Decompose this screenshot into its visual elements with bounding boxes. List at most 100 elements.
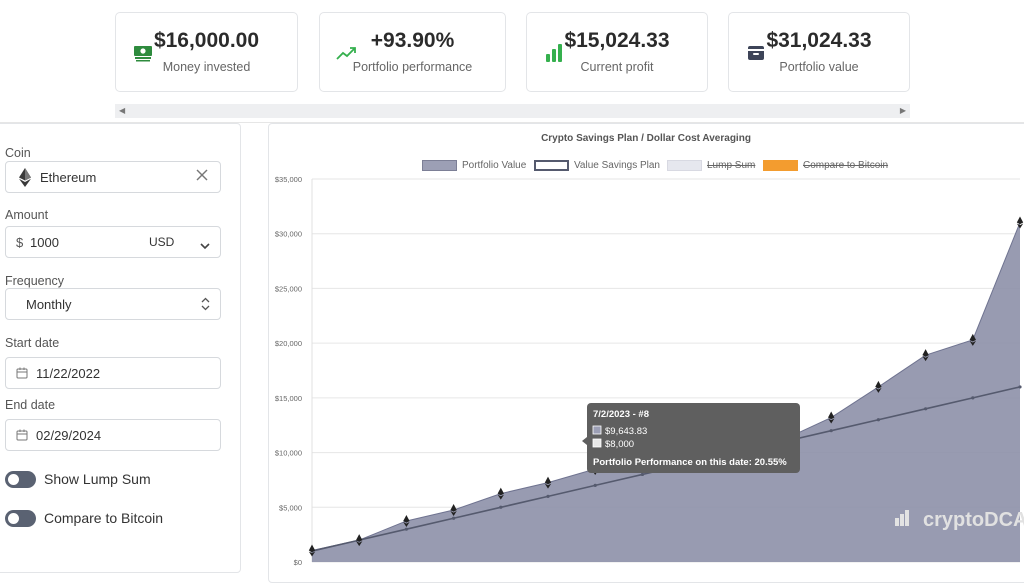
- savings-plan-point: [640, 472, 644, 477]
- scroll-left-icon[interactable]: ◀: [119, 106, 126, 115]
- eth-glyph-top: [544, 476, 552, 485]
- portfolio-point-eth-icon: [1016, 216, 1024, 229]
- savings-plan-point: [924, 407, 928, 411]
- eth-glyph-top: [356, 534, 363, 542]
- stat-card-portfolio-value: $31,024.33 Portfolio value: [728, 12, 910, 92]
- eth-glyph-bottom: [922, 356, 929, 362]
- portfolio-point-eth-icon: [403, 514, 410, 527]
- stat-label: Portfolio performance: [352, 60, 473, 74]
- tooltip-swatch-portfolio: [592, 425, 602, 435]
- frequency-select[interactable]: Monthly: [5, 288, 221, 320]
- chart-title: Crypto Savings Plan / Dollar Cost Averag…: [541, 133, 751, 144]
- legend-label: Value Savings Plan: [574, 160, 660, 171]
- y-tick-label: $15,000: [275, 394, 302, 403]
- settings-panel: Coin Ethereum Amount $ 1000 USD Frequenc…: [0, 123, 241, 573]
- bitcoin-compare-toggle[interactable]: [5, 510, 36, 527]
- chart-plot: $0 $5,000 $10,000 $15,000 $20,000 $25,000 $30,…: [275, 175, 1024, 567]
- portfolio-point-eth-icon: [922, 349, 929, 362]
- chevron-updown-icon[interactable]: [201, 297, 210, 314]
- eth-glyph-top: [922, 349, 929, 357]
- y-tick-label: $0: [294, 558, 302, 567]
- eth-glyph-top: [828, 411, 835, 420]
- currency-symbol: $: [16, 235, 24, 250]
- eth-glyph-bottom: [403, 521, 410, 527]
- savings-plan-point: [593, 483, 597, 487]
- eth-glyph-bottom: [308, 551, 316, 557]
- stat-value: $15,024.33: [564, 29, 670, 52]
- y-tick-label: $20,000: [275, 339, 302, 348]
- eth-glyph-top: [875, 380, 882, 389]
- legend-value-savings-plan[interactable]: Value Savings Plan: [534, 160, 660, 171]
- portfolio-point-eth-icon: [875, 380, 882, 393]
- start-date-value: 11/22/2022: [36, 366, 101, 381]
- eth-glyph-bottom: [497, 494, 504, 500]
- portfolio-point-eth-icon: [308, 544, 316, 557]
- calendar-icon: [16, 429, 28, 444]
- legend-label: Portfolio Value: [462, 160, 527, 171]
- chart-panel: Crypto Savings Plan / Dollar Cost Averag…: [268, 123, 1024, 583]
- legend-label: Compare to Bitcoin: [803, 160, 889, 171]
- savings-plan-point: [829, 429, 833, 433]
- coin-value: Ethereum: [40, 170, 97, 185]
- eth-glyph-bottom: [969, 340, 976, 346]
- legend-portfolio-value[interactable]: Portfolio Value: [422, 160, 526, 171]
- portfolio-point-eth-icon: [450, 504, 457, 517]
- tooltip-savings-value: $8,000: [605, 439, 634, 450]
- y-tick-label: $10,000: [275, 449, 302, 458]
- savings-plan-point: [971, 396, 975, 400]
- legend-swatch: [763, 160, 798, 171]
- end-date-input[interactable]: 02/29/2024: [5, 419, 221, 451]
- legend-swatch: [667, 160, 702, 171]
- end-date-value: 02/29/2024: [36, 428, 102, 443]
- legend-compare-bitcoin[interactable]: Compare to Bitcoin: [763, 160, 888, 171]
- toggle-knob: [8, 513, 19, 524]
- tooltip-swatch-savings: [592, 438, 602, 448]
- start-date-label: Start date: [5, 336, 60, 350]
- y-tick-label: $5,000: [279, 503, 302, 512]
- currency-select[interactable]: USD: [149, 235, 175, 249]
- chart-tooltip: 7/2/2023 - #8 $9,643.83 $8,000 Portfolio…: [582, 403, 800, 473]
- watermark-text: cryptoDCA: [923, 509, 1024, 531]
- stat-card-money-invested: $16,000.00 Money invested: [115, 12, 298, 92]
- savings-plan-point: [499, 505, 503, 509]
- eth-glyph-top: [1016, 216, 1024, 225]
- watermark-logo-icon: [895, 510, 909, 526]
- stat-label: Money invested: [162, 60, 251, 74]
- portfolio-point-eth-icon: [497, 487, 504, 500]
- scroll-right-icon[interactable]: ▶: [899, 106, 906, 115]
- lump-sum-toggle[interactable]: [5, 471, 36, 488]
- portfolio-point-eth-icon: [544, 476, 552, 489]
- stat-label: Portfolio value: [779, 60, 859, 74]
- bitcoin-compare-label[interactable]: Compare to Bitcoin: [44, 510, 164, 526]
- stat-card-portfolio-performance: +93.90% Portfolio performance: [319, 12, 506, 92]
- eth-glyph-top: [497, 487, 504, 496]
- end-date-label: End date: [5, 398, 56, 412]
- y-tick-label: $25,000: [275, 284, 302, 293]
- legend-label: Lump Sum: [707, 160, 756, 171]
- eth-glyph-bottom: [875, 387, 882, 393]
- legend-lump-sum[interactable]: Lump Sum: [667, 160, 755, 171]
- wallet-icon: [743, 41, 769, 65]
- calendar-icon: [16, 367, 28, 382]
- eth-glyph-top: [308, 544, 316, 553]
- coin-label: Coin: [5, 146, 31, 160]
- savings-plan-point: [404, 527, 408, 531]
- portfolio-value-area: [312, 222, 1020, 562]
- eth-glyph-bottom: [1016, 223, 1024, 229]
- start-date-input[interactable]: 11/22/2022: [5, 357, 221, 389]
- amount-input[interactable]: $ 1000 USD: [5, 226, 221, 258]
- toggle-knob: [8, 474, 19, 485]
- legend-swatch: [422, 160, 457, 171]
- coin-select[interactable]: Ethereum: [5, 161, 221, 193]
- horizontal-scrollbar[interactable]: ◀ ▶: [115, 104, 910, 118]
- eth-glyph-top: [450, 504, 457, 512]
- money-icon: [130, 41, 156, 65]
- lump-sum-label[interactable]: Show Lump Sum: [44, 471, 151, 487]
- portfolio-point-eth-icon: [356, 534, 363, 547]
- tooltip-box: [587, 403, 800, 473]
- chevron-down-icon[interactable]: [200, 238, 210, 253]
- amount-label: Amount: [5, 208, 49, 222]
- amount-value[interactable]: 1000: [30, 235, 59, 250]
- eth-glyph-bottom: [450, 511, 457, 517]
- clear-icon[interactable]: [196, 169, 208, 184]
